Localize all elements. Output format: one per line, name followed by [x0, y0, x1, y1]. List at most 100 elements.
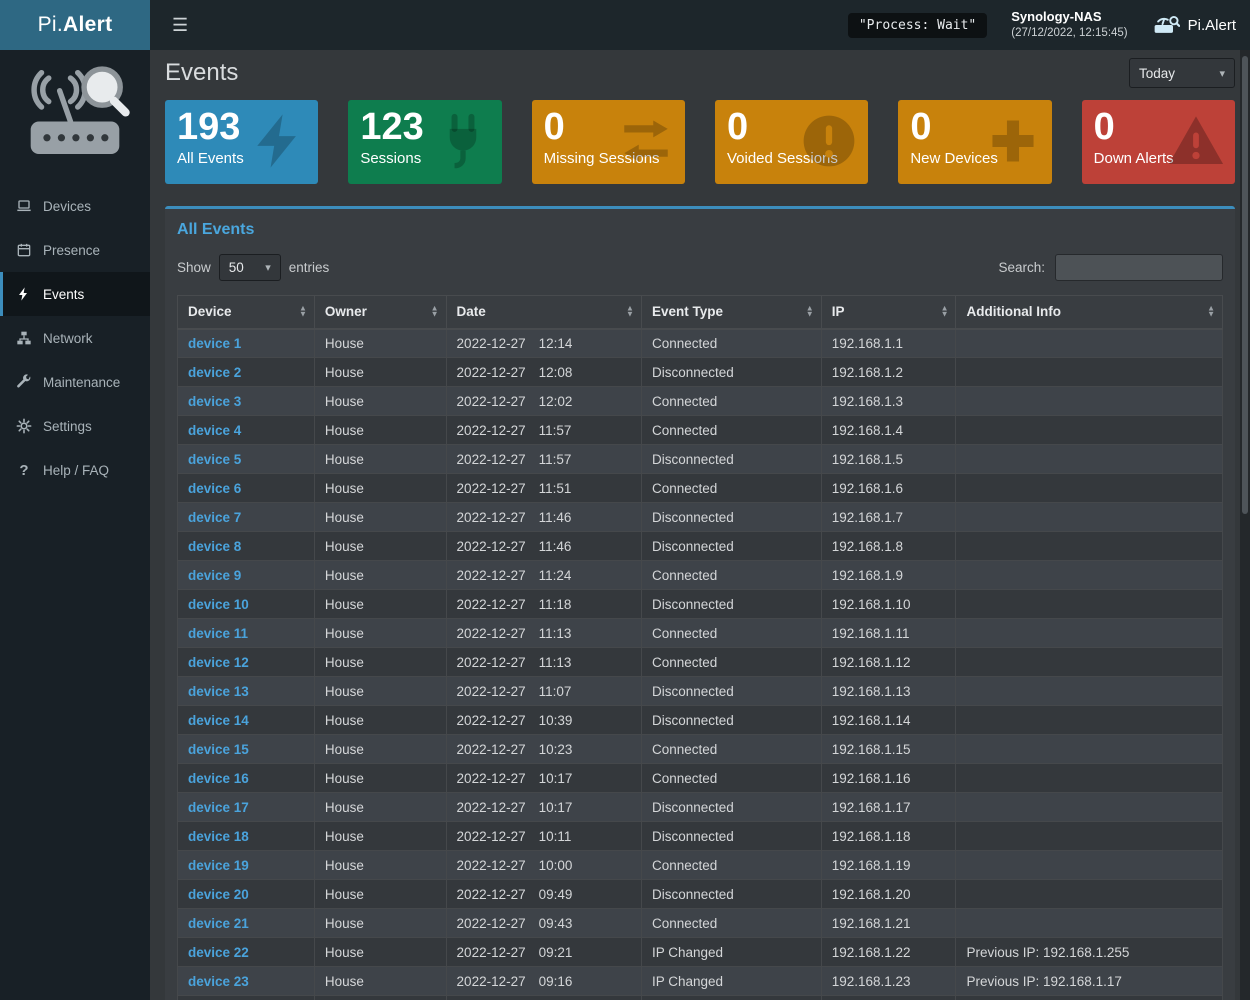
ip-cell: 192.168.1.20: [820, 879, 957, 909]
additional-info-cell: [955, 792, 1223, 822]
additional-info-cell: Previous IP: 192.168.1.17: [955, 966, 1223, 996]
device-cell: device 10: [177, 589, 315, 619]
table-row[interactable]: device 5 House 2022-12-27 11:57 Disconnec…: [177, 444, 1223, 474]
table-row[interactable]: device 21 House 2022-12-27 09:43 Connecte…: [177, 908, 1223, 938]
stat-card-voided-sessions[interactable]: 0 Voided Sessions: [714, 100, 869, 184]
stat-card-sessions[interactable]: 123 Sessions: [348, 100, 502, 184]
column-header-event-type[interactable]: Event Type ▲ ▼: [640, 295, 822, 330]
device-link[interactable]: device 3: [188, 393, 242, 409]
table-row[interactable]: device 16 House 2022-12-27 10:17 Connecte…: [177, 763, 1223, 793]
sidebar-item-help-faq[interactable]: ? Help / FAQ: [0, 448, 150, 492]
hamburger-icon[interactable]: ☰: [172, 14, 189, 35]
table-row[interactable]: device 13 House 2022-12-27 11:07 Disconne…: [177, 676, 1223, 706]
bolt-icon: [15, 285, 33, 303]
search-input[interactable]: [1055, 254, 1223, 281]
table-row[interactable]: device 4 House 2022-12-27 11:57 Connected…: [177, 415, 1223, 445]
table-row[interactable]: device 19 House 2022-12-27 10:00 Connecte…: [177, 850, 1223, 880]
device-link[interactable]: device 10: [188, 596, 249, 612]
sidebar-item-devices[interactable]: Devices: [0, 184, 150, 228]
device-link[interactable]: device 21: [188, 915, 249, 931]
ip-cell: 192.168.1.24: [820, 995, 957, 1000]
sidebar-item-settings[interactable]: Settings: [0, 404, 150, 448]
table-row[interactable]: device 20 House 2022-12-27 09:49 Disconne…: [177, 879, 1223, 909]
table-row[interactable]: device 1 House 2022-12-27 12:14 Connected…: [177, 328, 1223, 358]
stat-card-new-devices[interactable]: 0 New Devices: [898, 100, 1052, 184]
date-cell: 2022-12-27 10:17: [445, 792, 642, 822]
brand-logo[interactable]: Pi. Alert: [0, 0, 150, 50]
device-link[interactable]: device 19: [188, 857, 249, 873]
owner-cell: House: [313, 647, 447, 677]
stat-card-down-alerts[interactable]: 0 Down Alerts: [1081, 100, 1235, 184]
device-link[interactable]: device 13: [188, 683, 249, 699]
device-link[interactable]: device 18: [188, 828, 249, 844]
table-row[interactable]: device 2 House 2022-12-27 12:08 Disconnec…: [177, 357, 1223, 387]
device-link[interactable]: device 23: [188, 973, 249, 989]
table-row[interactable]: device 10 House 2022-12-27 11:18 Disconne…: [177, 589, 1223, 619]
device-cell: device 13: [177, 676, 315, 706]
device-link[interactable]: device 22: [188, 944, 249, 960]
column-header-date[interactable]: Date ▲ ▼: [445, 295, 642, 330]
ip-cell: 192.168.1.1: [820, 328, 957, 358]
device-link[interactable]: device 16: [188, 770, 249, 786]
event-type-cell: Connected: [640, 995, 822, 1000]
sidebar-item-network[interactable]: Network: [0, 316, 150, 360]
table-row[interactable]: device 9 House 2022-12-27 11:24 Connected…: [177, 560, 1223, 590]
stat-card-all-events[interactable]: 193 All Events: [165, 100, 319, 184]
device-link[interactable]: device 14: [188, 712, 249, 728]
stat-value: 0: [543, 106, 565, 148]
show-label: Show: [177, 260, 211, 275]
table-row[interactable]: device 11 House 2022-12-27 11:13 Connecte…: [177, 618, 1223, 648]
event-type-cell: Connected: [640, 850, 822, 880]
scrollbar-thumb[interactable]: [1242, 56, 1248, 514]
device-link[interactable]: device 1: [188, 335, 242, 351]
device-link[interactable]: device 20: [188, 886, 249, 902]
device-link[interactable]: device 2: [188, 364, 242, 380]
table-row[interactable]: device 3 House 2022-12-27 12:02 Connected…: [177, 386, 1223, 416]
table-row[interactable]: device 8 House 2022-12-27 11:46 Disconnec…: [177, 531, 1223, 561]
column-header-ip[interactable]: IP ▲ ▼: [820, 295, 957, 330]
device-link[interactable]: device 17: [188, 799, 249, 815]
table-row[interactable]: device 23 House 2022-12-27 09:16 IP Chang…: [177, 966, 1223, 996]
device-link[interactable]: device 9: [188, 567, 242, 583]
column-header-owner[interactable]: Owner ▲ ▼: [313, 295, 447, 330]
device-link[interactable]: device 6: [188, 480, 242, 496]
event-type-cell: Disconnected: [640, 589, 822, 619]
additional-info-cell: [955, 995, 1223, 1000]
sidebar-item-events[interactable]: Events: [0, 272, 150, 316]
device-link[interactable]: device 5: [188, 451, 242, 467]
stat-card-missing-sessions[interactable]: 0 Missing Sessions: [531, 100, 685, 184]
device-link[interactable]: device 8: [188, 538, 242, 554]
app-badge[interactable]: Pi.Alert: [1152, 13, 1236, 37]
table-row[interactable]: device 7 House 2022-12-27 11:46 Disconnec…: [177, 502, 1223, 532]
device-link[interactable]: device 12: [188, 654, 249, 670]
device-link[interactable]: device 4: [188, 422, 242, 438]
sort-icon: ▲ ▼: [626, 303, 634, 319]
additional-info-cell: [955, 386, 1223, 416]
device-link[interactable]: device 15: [188, 741, 249, 757]
additional-info-cell: [955, 444, 1223, 474]
table-row[interactable]: device 22 House 2022-12-27 09:21 IP Chang…: [177, 937, 1223, 967]
table-row[interactable]: device 18 House 2022-12-27 10:11 Disconne…: [177, 821, 1223, 851]
device-cell: device 9: [177, 560, 315, 590]
table-row[interactable]: device 6 House 2022-12-27 11:51 Connected…: [177, 473, 1223, 503]
column-header-additional-info[interactable]: Additional Info ▲ ▼: [955, 295, 1223, 330]
sidebar-item-presence[interactable]: Presence: [0, 228, 150, 272]
host-timestamp: (27/12/2022, 12:15:45): [1011, 27, 1128, 40]
table-row[interactable]: device 15 House 2022-12-27 10:23 Connecte…: [177, 734, 1223, 764]
device-link[interactable]: device 7: [188, 509, 242, 525]
date-cell: 2022-12-27 09:16: [445, 966, 642, 996]
table-row[interactable]: device 12 House 2022-12-27 11:13 Connecte…: [177, 647, 1223, 677]
date-cell: 2022-12-27 12:14: [445, 328, 642, 358]
table-row[interactable]: device 17 House 2022-12-27 10:17 Disconne…: [177, 792, 1223, 822]
table-row[interactable]: device 14 House 2022-12-27 10:39 Disconne…: [177, 705, 1223, 735]
column-header-device[interactable]: Device ▲ ▼: [177, 295, 315, 330]
page-length-select[interactable]: 50 ▾: [218, 254, 281, 281]
sidebar-item-maintenance[interactable]: Maintenance: [0, 360, 150, 404]
scrollbar[interactable]: [1240, 50, 1250, 1000]
sidebar-item-label: Help / FAQ: [43, 462, 110, 478]
device-link[interactable]: device 11: [188, 625, 249, 641]
ip-cell: 192.168.1.19: [820, 850, 957, 880]
calendar-icon: [15, 241, 33, 259]
period-select[interactable]: Today ▾: [1129, 58, 1235, 88]
